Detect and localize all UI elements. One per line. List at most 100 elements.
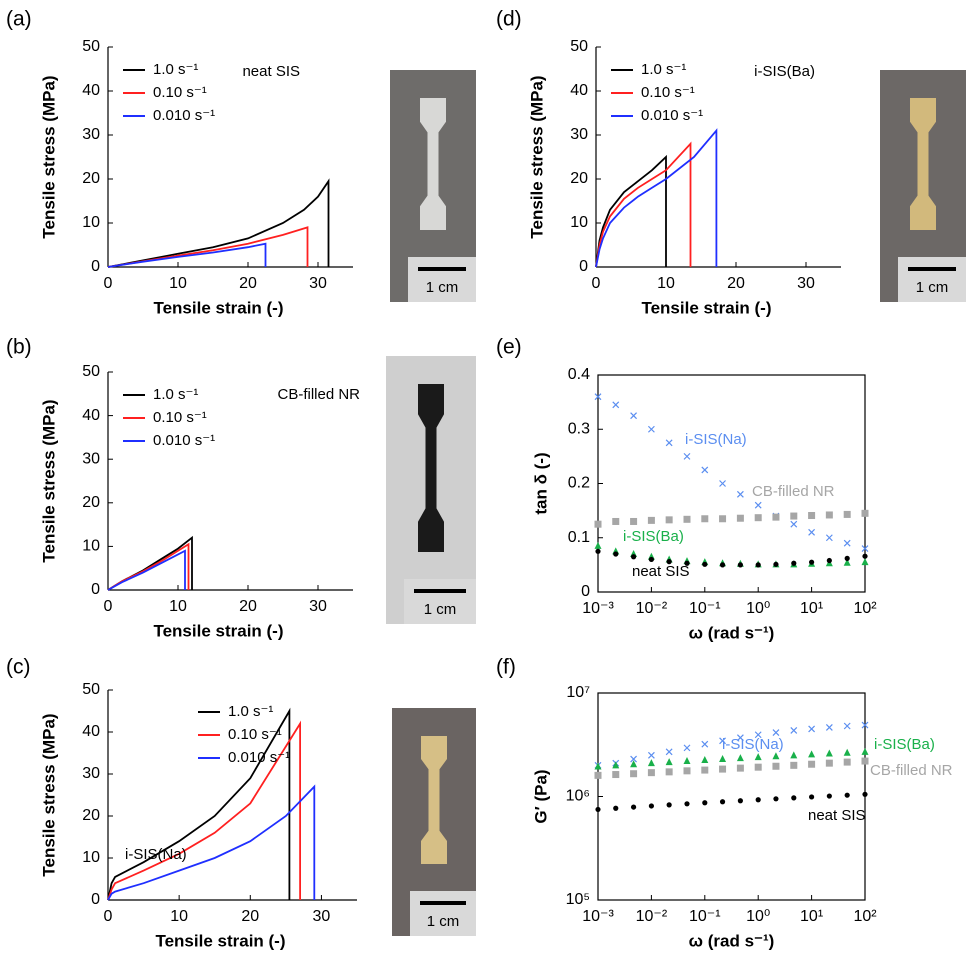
- panel-label: (a): [6, 8, 32, 31]
- point: [754, 514, 762, 522]
- point: [825, 511, 833, 519]
- point: [791, 795, 797, 801]
- y-tick-label: 10: [570, 214, 588, 231]
- point: [862, 553, 868, 559]
- stress-strain-curve: [107, 178, 330, 268]
- point: [772, 729, 780, 736]
- point: [826, 793, 832, 799]
- point: [791, 560, 797, 566]
- scale-box: [408, 257, 476, 302]
- point: [808, 760, 816, 768]
- point: [594, 541, 602, 549]
- point: [809, 559, 815, 565]
- point: [809, 794, 815, 800]
- panel-label: (d): [496, 8, 522, 31]
- point: [861, 721, 869, 729]
- x-tick-label: 0: [592, 275, 601, 292]
- point: [825, 723, 833, 731]
- y-tick-label: 10: [82, 214, 100, 231]
- panel-label: (b): [6, 336, 32, 359]
- y-tick-label: 0.1: [568, 529, 590, 546]
- legend-label: 1.0 s⁻¹: [153, 61, 198, 78]
- y-tick-label: 0.2: [568, 475, 590, 492]
- x-tick-label: 10⁻²: [636, 908, 668, 925]
- y-tick-label: 10⁷: [566, 684, 590, 701]
- point: [702, 561, 708, 567]
- x-axis-title: Tensile strain (-): [153, 298, 283, 317]
- point: [772, 513, 780, 521]
- point: [808, 512, 816, 520]
- point: [594, 771, 602, 779]
- stress-strain-curve: [595, 128, 718, 268]
- legend-label: 0.010 s⁻¹: [228, 749, 290, 766]
- point: [790, 520, 798, 528]
- x-tick-label: 10: [169, 275, 187, 292]
- y-axis-title: Tensile stress (MPa): [39, 75, 58, 238]
- point: [825, 534, 833, 542]
- point: [862, 791, 868, 797]
- point: [683, 757, 691, 765]
- point: [630, 412, 638, 420]
- y-tick-label: 20: [82, 807, 100, 824]
- point: [843, 758, 851, 766]
- x-tick-label: 20: [239, 275, 257, 292]
- point: [790, 512, 798, 520]
- series-label: neat SIS: [808, 807, 866, 824]
- y-tick-label: 30: [82, 126, 100, 143]
- panel: (d) 0 10 20 30 0 10 20 30 40 50 Tensile strain (-) T…: [496, 8, 966, 317]
- point: [701, 766, 709, 774]
- panel-label: (f): [496, 656, 516, 679]
- x-tick-label: 10⁰: [746, 600, 770, 617]
- point: [736, 490, 744, 498]
- point: [647, 425, 655, 433]
- point: [843, 510, 851, 518]
- y-tick-label: 30: [570, 126, 588, 143]
- point: [843, 722, 851, 730]
- x-tick-label: 10: [170, 908, 188, 925]
- point: [754, 501, 762, 509]
- x-tick-label: 30: [309, 275, 327, 292]
- legend-label: 0.10 s⁻¹: [153, 409, 207, 426]
- point: [790, 751, 798, 759]
- y-tick-label: 20: [570, 170, 588, 187]
- scale-bar-label: 1 cm: [427, 913, 460, 930]
- point: [630, 755, 638, 763]
- point: [790, 726, 798, 734]
- x-tick-label: 30: [309, 598, 327, 615]
- point: [665, 439, 673, 447]
- annotation: i-SIS(Na): [125, 846, 187, 863]
- series-label: CB-filled NR: [752, 483, 835, 500]
- y-axis-title: Tensile stress (MPa): [39, 399, 58, 562]
- y-tick-label: 40: [82, 407, 100, 424]
- point: [861, 558, 869, 566]
- point: [844, 792, 850, 798]
- x-axis-title: ω (rad s⁻¹): [689, 623, 775, 642]
- y-tick-label: 0.3: [568, 420, 590, 437]
- y-axis-title: tan δ (-): [531, 452, 550, 514]
- point: [808, 528, 816, 536]
- y-tick-label: 10⁵: [566, 891, 590, 908]
- stress-strain-curve: [595, 141, 692, 268]
- stress-strain-curve: [595, 154, 667, 268]
- x-tick-label: 10⁻²: [636, 600, 668, 617]
- point: [808, 750, 816, 758]
- annotation: neat SIS: [242, 63, 300, 80]
- y-tick-label: 20: [82, 170, 100, 187]
- y-tick-label: 50: [82, 363, 100, 380]
- point: [843, 539, 851, 547]
- x-tick-label: 10: [169, 598, 187, 615]
- point: [612, 761, 620, 769]
- point: [825, 749, 833, 757]
- point: [683, 767, 691, 775]
- point: [665, 758, 673, 766]
- point: [754, 763, 762, 771]
- x-tick-label: 0: [104, 598, 113, 615]
- panel: (e) 10⁻³ 10⁻² 10⁻¹ 10⁰ 10¹ 10² 0 0.1 0.2 0.3 0.4 ω (…: [496, 336, 877, 643]
- y-tick-label: 0: [579, 258, 588, 275]
- y-axis-title: Tensile stress (MPa): [527, 75, 546, 238]
- legend-label: 0.010 s⁻¹: [153, 107, 215, 124]
- y-axis-title: Tensile stress (MPa): [39, 713, 58, 876]
- x-tick-label: 10¹: [800, 600, 823, 617]
- x-axis-title: ω (rad s⁻¹): [689, 931, 775, 950]
